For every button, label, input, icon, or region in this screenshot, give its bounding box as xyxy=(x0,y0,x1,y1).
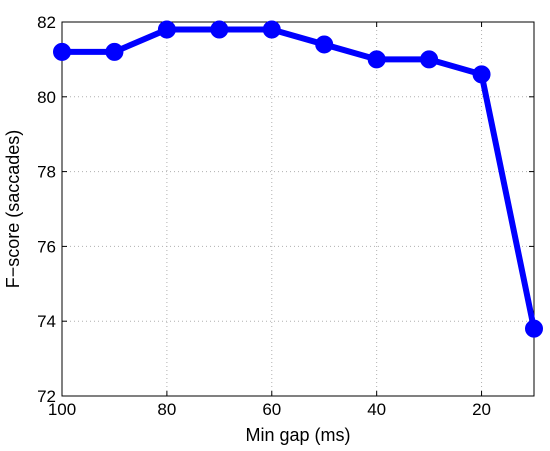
y-tick-label: 76 xyxy=(37,237,56,256)
axis-labels: Min gap (ms) F−score (saccades) xyxy=(3,130,351,445)
x-axis-label: Min gap (ms) xyxy=(245,425,350,445)
y-tick-label: 80 xyxy=(37,88,56,107)
data-point xyxy=(53,42,71,61)
y-tick-label: 78 xyxy=(37,163,56,182)
data-point xyxy=(315,35,334,54)
plot-frame xyxy=(61,21,535,397)
plot-border xyxy=(61,21,535,397)
x-tick-label: 20 xyxy=(472,400,491,419)
x-tick-label: 80 xyxy=(157,400,176,419)
x-tick-label: 40 xyxy=(367,400,386,419)
data-point xyxy=(367,50,386,69)
y-tick-label: 72 xyxy=(37,387,56,406)
y-tick-label: 82 xyxy=(37,13,56,32)
data-point xyxy=(525,319,543,338)
data-point xyxy=(105,42,124,61)
y-axis-label: F−score (saccades) xyxy=(3,130,23,289)
data-point xyxy=(210,20,229,39)
data-point xyxy=(262,20,281,39)
data-series xyxy=(53,20,543,338)
axis-ticks: 100 80 60 40 20 72 74 76 78 80 82 xyxy=(37,13,534,419)
x-tick-label: 100 xyxy=(48,400,76,419)
grid-lines xyxy=(61,21,534,397)
data-point xyxy=(420,50,439,69)
data-point xyxy=(472,65,491,84)
y-tick-label: 74 xyxy=(37,312,56,331)
x-tick-label: 60 xyxy=(262,400,281,419)
data-point xyxy=(157,20,176,39)
series-line xyxy=(59,26,537,332)
